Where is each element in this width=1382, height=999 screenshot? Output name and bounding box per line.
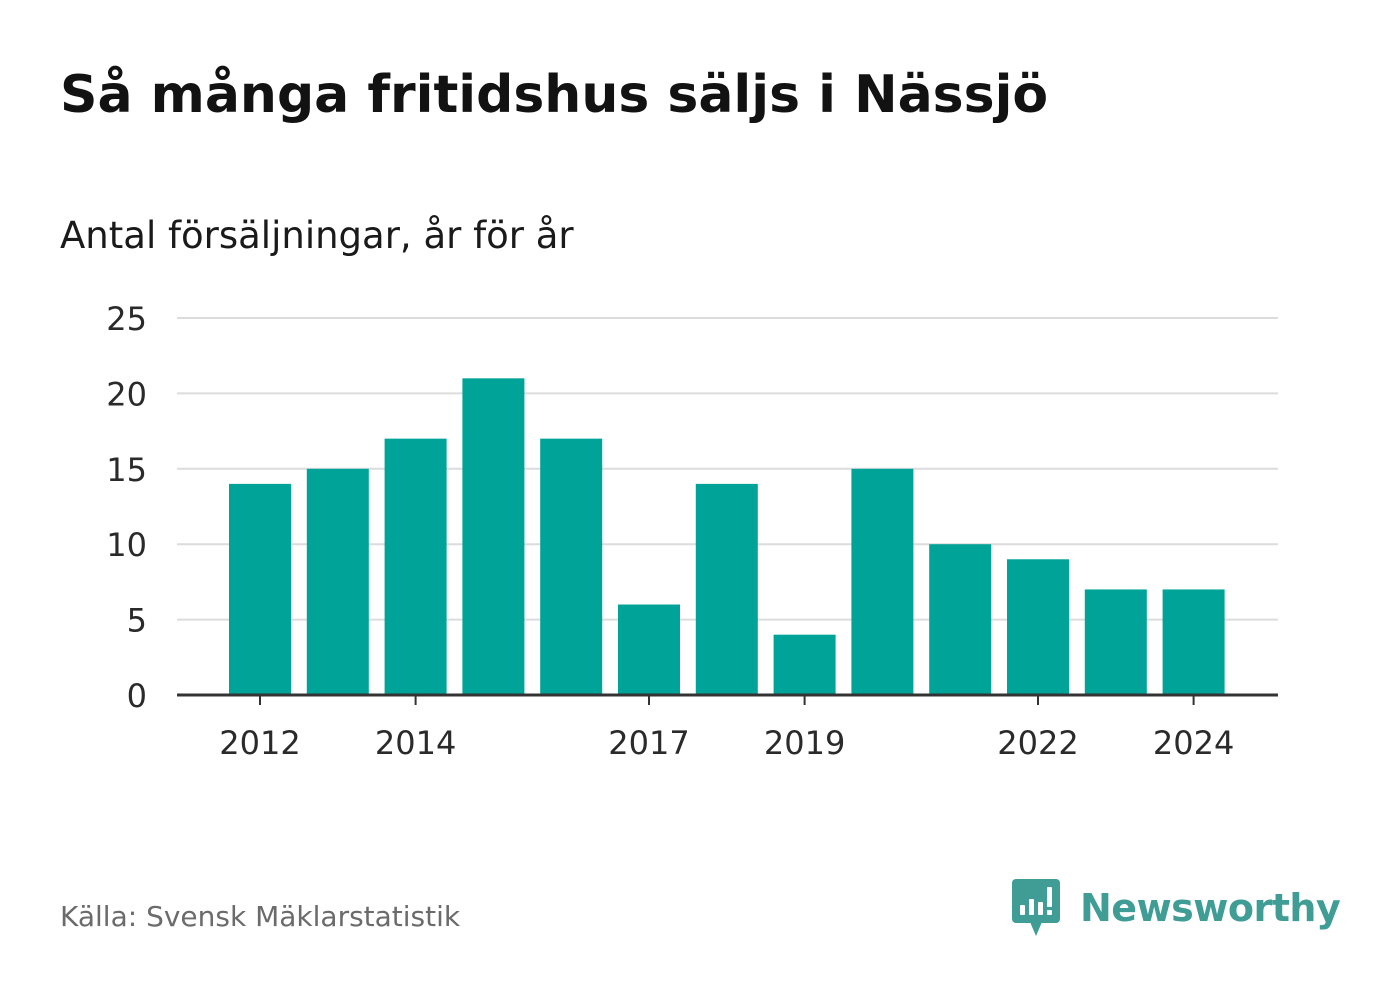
x-tick-label: 2024 bbox=[1153, 724, 1234, 762]
x-tick-label: 2012 bbox=[219, 724, 300, 762]
newsworthy-brand: Newsworthy bbox=[1012, 876, 1341, 940]
chart-subtitle: Antal försäljningar, år för år bbox=[60, 214, 574, 257]
y-tick-label: 20 bbox=[106, 375, 147, 413]
bar-2018 bbox=[695, 483, 758, 695]
bar-2020 bbox=[851, 468, 914, 695]
x-tick-label: 2019 bbox=[764, 724, 845, 762]
y-tick-label: 0 bbox=[127, 677, 147, 715]
bar-2017 bbox=[618, 604, 680, 695]
bar-chart: 0 5 10 15 20 25 2012 2014 2017 2019 2022 2024 bbox=[106, 300, 1278, 762]
bar-2016 bbox=[540, 438, 603, 695]
bar-2023 bbox=[1084, 589, 1147, 695]
newsworthy-logo-icon bbox=[1012, 879, 1060, 936]
bar-2014 bbox=[384, 438, 447, 695]
x-tick-label: 2017 bbox=[608, 724, 689, 762]
x-tick-label: 2014 bbox=[375, 724, 456, 762]
y-tick-label: 5 bbox=[127, 602, 147, 640]
y-tick-label: 10 bbox=[106, 526, 147, 564]
x-tick-label: 2022 bbox=[997, 724, 1078, 762]
bar-2013 bbox=[306, 468, 369, 695]
bar-2024 bbox=[1162, 589, 1225, 695]
source-note: Källa: Svensk Mäklarstatistik bbox=[60, 900, 461, 933]
brand-name: Newsworthy bbox=[1080, 886, 1341, 930]
bar-2015 bbox=[462, 378, 525, 695]
bar-2019 bbox=[773, 634, 836, 695]
bar-2021 bbox=[929, 544, 992, 695]
bar-2022 bbox=[1007, 559, 1069, 695]
y-tick-label: 25 bbox=[106, 300, 147, 338]
bar-2012 bbox=[229, 483, 291, 695]
y-tick-label: 15 bbox=[106, 451, 147, 489]
chart-title: Så många fritidshus säljs i Nässjö bbox=[60, 65, 1049, 125]
